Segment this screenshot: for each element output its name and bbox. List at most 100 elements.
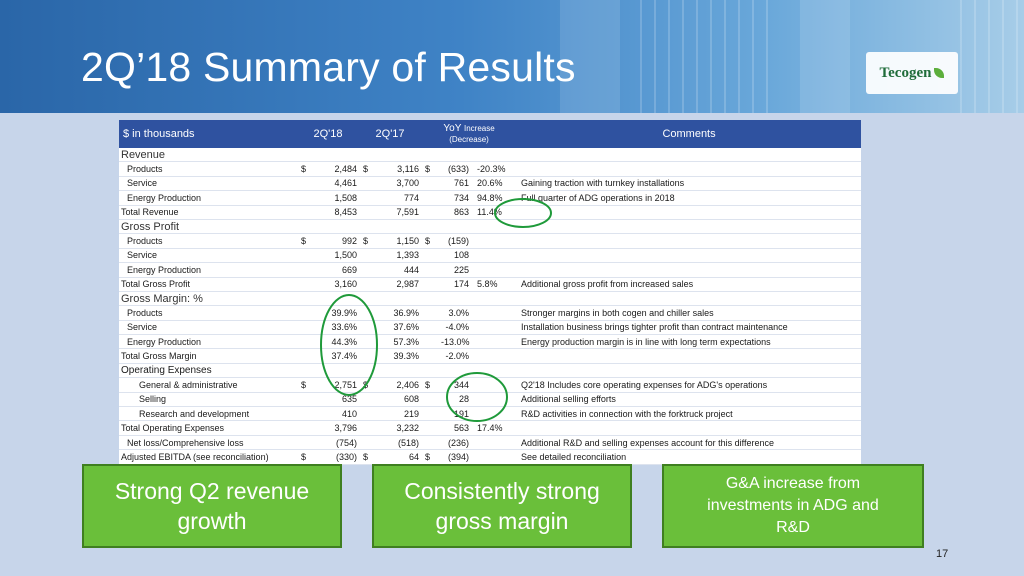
value-2q18: 410: [319, 406, 360, 422]
value-2q17: 3,700: [381, 176, 422, 192]
callout-line: gross margin: [435, 508, 569, 534]
value-2q18: 635: [319, 392, 360, 408]
value-2q17: 1,393: [381, 248, 422, 264]
row-comment: [517, 248, 862, 264]
currency-yoy: [421, 205, 440, 220]
value-yoy: 174: [439, 277, 472, 292]
row-label: General & administrative: [119, 377, 297, 393]
value-2q17: 39.3%: [381, 348, 422, 364]
empty-cell: [319, 291, 360, 307]
currency-yoy: [421, 334, 440, 350]
empty-cell: [421, 219, 440, 235]
row-label: Products: [119, 305, 297, 321]
empty-cell: [359, 291, 382, 307]
currency-2q17: $: [359, 233, 382, 249]
value-yoy: 761: [439, 176, 472, 192]
row-label: Total Operating Expenses: [119, 420, 297, 436]
value-yoy: 3.0%: [439, 305, 472, 321]
yoy-percent: [471, 320, 518, 336]
row-comment: Q2'18 Includes core operating expenses f…: [517, 377, 862, 393]
table-row: Products 39.9% 36.9% 3.0% Stronger margins i…: [119, 305, 862, 321]
row-comment: Full quarter of ADG operations in 2018: [517, 190, 862, 206]
value-yoy: (236): [439, 435, 472, 451]
yoy-bottom: (Decrease): [449, 135, 489, 144]
callout-ga-increase: G&A increase from investments in ADG and R…: [662, 464, 924, 548]
value-yoy: 225: [439, 262, 472, 278]
currency-2q17: [359, 176, 382, 192]
empty-cell: [439, 363, 472, 379]
row-comment: [517, 233, 862, 249]
value-2q18: 1,508: [319, 190, 360, 206]
row-comment: [517, 205, 862, 220]
currency-yoy: $: [421, 449, 440, 465]
row-comment: Additional gross profit from increased s…: [517, 277, 862, 292]
value-2q18: 44.3%: [319, 334, 360, 350]
empty-cell: [517, 148, 862, 163]
value-2q18: 8,453: [319, 205, 360, 220]
empty-cell: [517, 219, 862, 235]
value-2q17: 608: [381, 392, 422, 408]
empty-cell: [297, 363, 319, 379]
value-2q18: 4,461: [319, 176, 360, 192]
empty-cell: [297, 291, 319, 307]
callout-line: R&D: [776, 519, 810, 536]
empty-cell: [297, 148, 319, 163]
empty-cell: [517, 363, 862, 379]
currency-2q17: [359, 262, 382, 278]
row-label: Total Revenue: [119, 205, 297, 220]
callout-revenue-growth: Strong Q2 revenue growth: [82, 464, 342, 548]
empty-cell: [439, 148, 472, 163]
table-row: Products $2,484 $3,116 $ (633) -20.3%: [119, 161, 862, 177]
empty-cell: [421, 291, 440, 307]
callout-line: investments in ADG and: [707, 497, 879, 514]
row-label: Energy Production: [119, 334, 297, 350]
currency-2q17: $: [359, 377, 382, 393]
row-label: Energy Production: [119, 190, 297, 206]
currency-yoy: [421, 262, 440, 278]
table-body: Revenue Products $2,484 $3,116 $ (633) -20.3% S…: [119, 148, 862, 465]
section-label: Operating Expenses: [119, 363, 297, 379]
value-yoy: 28: [439, 392, 472, 408]
value-2q17: 7,591: [381, 205, 422, 220]
value-2q18: 992: [319, 233, 360, 249]
currency-2q17: [359, 334, 382, 350]
currency-yoy: [421, 320, 440, 336]
row-comment: Gaining traction with turnkey installati…: [517, 176, 862, 192]
empty-cell: [319, 148, 360, 163]
currency-yoy: $: [421, 377, 440, 393]
yoy-percent: [471, 392, 518, 408]
value-2q18: 39.9%: [319, 305, 360, 321]
building-graphic: [640, 0, 770, 113]
currency-yoy: [421, 305, 440, 321]
yoy-percent: [471, 449, 518, 465]
currency-2q17: [359, 190, 382, 206]
empty-cell: [471, 219, 518, 235]
row-label: Service: [119, 176, 297, 192]
table-row: Adjusted EBITDA (see reconciliation) $ (33…: [119, 449, 862, 465]
value-yoy: 191: [439, 406, 472, 422]
table-row: Service 4,461 3,700 761 20.6% Gaining tractio…: [119, 176, 862, 192]
value-2q17: 3,116: [381, 161, 422, 177]
value-yoy: -13.0%: [439, 334, 472, 350]
building-graphic: [960, 0, 1024, 113]
empty-cell: [319, 219, 360, 235]
value-2q18: 2,751: [319, 377, 360, 393]
row-label: Service: [119, 320, 297, 336]
value-2q17: 37.6%: [381, 320, 422, 336]
currency-yoy: [421, 406, 440, 422]
row-label: Adjusted EBITDA (see reconciliation): [119, 449, 297, 465]
building-graphic: [800, 0, 850, 113]
currency-yoy: [421, 190, 440, 206]
yoy-percent: [471, 435, 518, 451]
row-label: Service: [119, 248, 297, 264]
value-2q17: 2,406: [381, 377, 422, 393]
empty-cell: [471, 148, 518, 163]
slide-title: 2Q’18 Summary of Results: [81, 44, 576, 90]
yoy-percent: 17.4%: [471, 420, 518, 436]
row-comment: R&D activities in connection with the fo…: [517, 406, 862, 422]
row-label: Total Gross Profit: [119, 277, 297, 292]
callout-line: Consistently strong: [404, 478, 600, 504]
empty-cell: [359, 219, 382, 235]
row-label: Products: [119, 161, 297, 177]
currency-2q18: [297, 205, 319, 220]
